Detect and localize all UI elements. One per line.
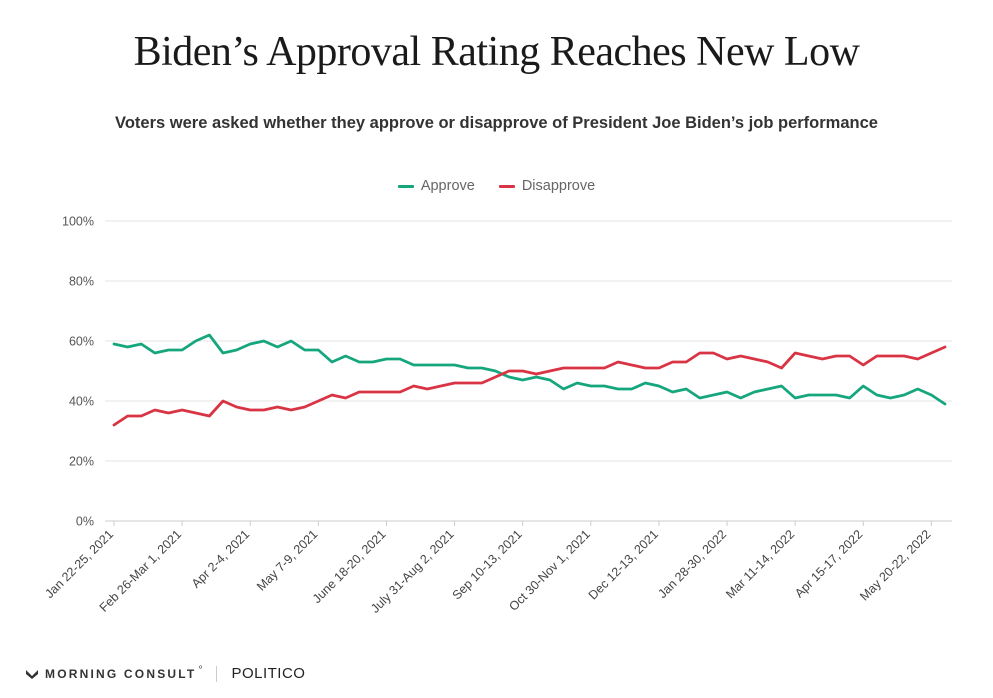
y-tick-label: 0% bbox=[76, 515, 94, 529]
series-layer bbox=[112, 333, 947, 427]
x-tick-label: Dec 12-13, 2021 bbox=[586, 527, 661, 602]
y-tick-label: 40% bbox=[69, 395, 94, 409]
chart-subtitle: Voters were asked whether they approve o… bbox=[115, 114, 878, 132]
y-tick-label: 20% bbox=[69, 455, 94, 469]
series-line-approve[interactable] bbox=[112, 333, 947, 406]
x-tick-label: May 20-22, 2022 bbox=[857, 527, 933, 603]
y-tick-label: 100% bbox=[62, 215, 94, 229]
x-tick-label: Mar 11-14, 2022 bbox=[723, 527, 797, 601]
series-line-disapprove[interactable] bbox=[112, 345, 947, 427]
politico-logo: POLITICO bbox=[231, 665, 306, 682]
x-tick-label: Apr 2-4, 2021 bbox=[189, 527, 252, 590]
morning-consult-mark: ° bbox=[198, 665, 203, 676]
legend-item-approve[interactable]: Approve bbox=[397, 178, 475, 194]
x-tick-label: May 7-9, 2021 bbox=[254, 527, 320, 593]
x-tick-label: Jan 28-30, 2022 bbox=[655, 527, 729, 601]
y-tick-label: 60% bbox=[69, 335, 94, 349]
morning-consult-logo: MORNING CONSULT ° bbox=[25, 665, 203, 681]
y-axis-ticks: 0% 20% 40% 60% 80% 100% bbox=[62, 215, 94, 529]
morning-consult-chevron-icon bbox=[26, 669, 38, 679]
legend-item-disapprove[interactable]: Disapprove bbox=[498, 178, 596, 194]
x-tick-label: Apr 15-17, 2022 bbox=[792, 527, 865, 600]
legend-swatch-approve bbox=[397, 184, 414, 188]
footer: MORNING CONSULT ° POLITICO bbox=[25, 665, 305, 682]
legend-label-approve: Approve bbox=[420, 178, 475, 194]
x-tick-label: June 18-20, 2021 bbox=[310, 527, 389, 606]
footer-separator bbox=[216, 665, 218, 682]
morning-consult-wordmark: MORNING CONSULT bbox=[45, 666, 197, 681]
x-tick-label: Sep 10-13, 2021 bbox=[450, 527, 525, 602]
legend-label-disapprove: Disapprove bbox=[521, 178, 596, 194]
y-tick-label: 80% bbox=[69, 275, 94, 289]
x-tick-label: Jan 22-25, 2021 bbox=[42, 527, 116, 601]
legend-swatch-disapprove bbox=[498, 184, 515, 188]
grid-layer bbox=[105, 220, 952, 522]
chart-legend: Approve Disapprove bbox=[0, 178, 993, 194]
chart-title: Biden’s Approval Rating Reaches New Low bbox=[133, 29, 860, 75]
